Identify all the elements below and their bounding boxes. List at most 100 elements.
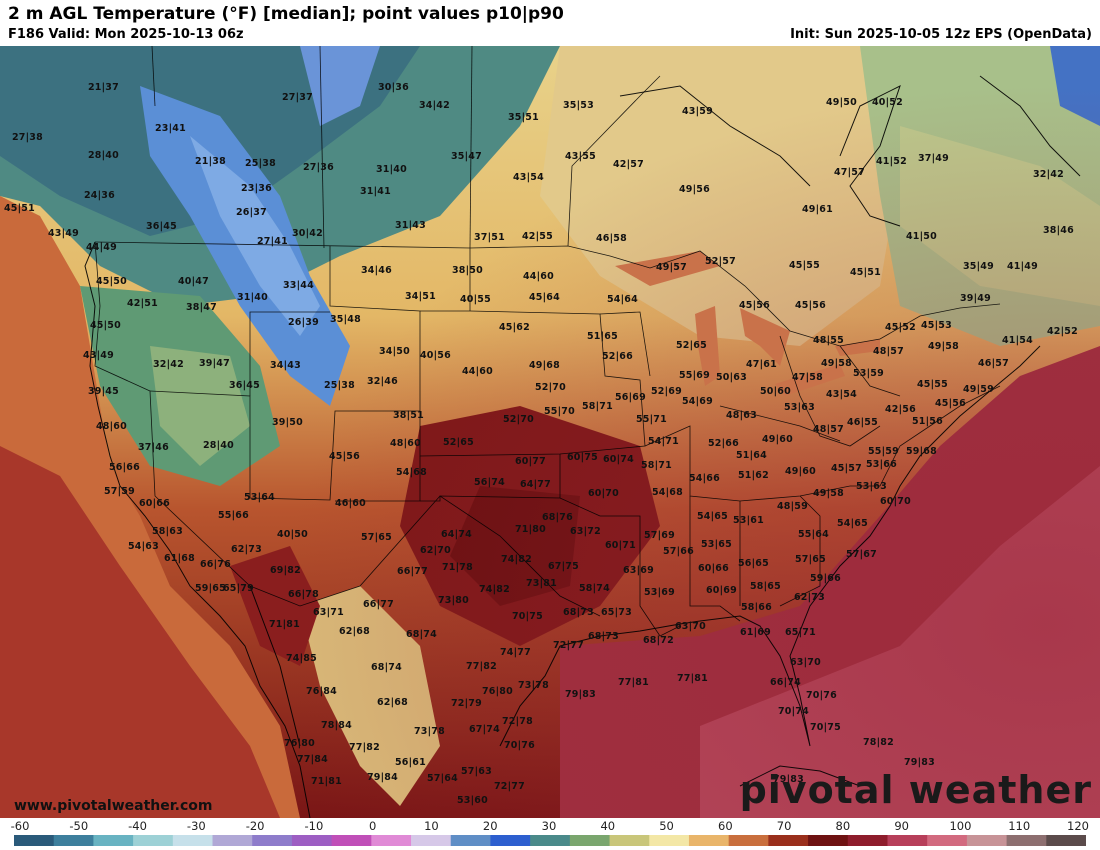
- point-value: 58|66: [741, 602, 772, 613]
- point-value: 27|36: [303, 162, 334, 173]
- point-value: 79|84: [367, 772, 398, 783]
- colorbar-swatch: [808, 835, 849, 846]
- colorbar-swatch: [53, 835, 94, 846]
- brand-logo: pivotal weather: [739, 768, 1092, 812]
- point-value: 43|54: [513, 172, 544, 183]
- point-value: 30|36: [378, 82, 409, 93]
- point-value: 40|50: [277, 529, 308, 540]
- point-value: 62|68: [377, 697, 408, 708]
- point-value: 54|71: [648, 436, 679, 447]
- point-value: 76|80: [482, 686, 513, 697]
- point-value: 48|59: [777, 501, 808, 512]
- point-value: 45|62: [499, 322, 530, 333]
- point-value: 38|50: [452, 265, 483, 276]
- point-value: 68|76: [542, 512, 573, 523]
- point-value: 68|72: [643, 635, 674, 646]
- colorbar-tick-label: -40: [128, 819, 147, 833]
- point-value: 40|55: [460, 294, 491, 305]
- point-value: 41|50: [906, 231, 937, 242]
- point-value: 61|69: [740, 627, 771, 638]
- point-value: 66|76: [200, 559, 231, 570]
- point-value: 72|78: [502, 716, 533, 727]
- point-value: 45|56: [329, 451, 360, 462]
- point-value: 63|70: [790, 657, 821, 668]
- point-value: 58|74: [579, 583, 610, 594]
- point-value: 35|47: [451, 151, 482, 162]
- colorbar-tick-label: 50: [659, 819, 674, 833]
- point-value: 57|64: [427, 773, 458, 784]
- point-value: 70|74: [778, 706, 809, 717]
- point-value: 39|49: [960, 293, 991, 304]
- point-value: 56|66: [109, 462, 140, 473]
- point-value: 45|57: [831, 463, 862, 474]
- point-value: 76|84: [306, 686, 337, 697]
- point-value: 77|81: [618, 677, 649, 688]
- colorbar-swatch: [252, 835, 293, 846]
- point-value: 47|57: [834, 167, 865, 178]
- point-value: 79|83: [565, 689, 596, 700]
- colorbar-tick-label: 100: [949, 819, 972, 833]
- colorbar-swatch: [688, 835, 730, 846]
- point-value: 73|78: [414, 726, 445, 737]
- colorbar-swatch: [847, 835, 889, 846]
- point-value: 72|77: [494, 781, 525, 792]
- colorbar-tick-label: -50: [69, 819, 89, 833]
- point-value: 52|66: [708, 438, 739, 449]
- point-value: 34|50: [379, 346, 410, 357]
- map-title: 2 m AGL Temperature (°F) [median]; point…: [8, 4, 564, 24]
- point-value: 50|63: [716, 372, 747, 383]
- point-value: 34|42: [419, 100, 450, 111]
- colorbar-tick-label: 30: [541, 819, 557, 833]
- point-value: 45|51: [850, 267, 881, 278]
- header: 2 m AGL Temperature (°F) [median]; point…: [0, 0, 1100, 46]
- point-value: 57|59: [104, 486, 135, 497]
- point-value: 43|54: [826, 389, 857, 400]
- point-value: 34|51: [405, 291, 436, 302]
- point-value: 57|67: [846, 549, 877, 560]
- point-value: 48|57: [873, 346, 904, 357]
- point-value: 57|66: [663, 546, 694, 557]
- point-value: 45|64: [529, 292, 560, 303]
- colorbar-swatch: [927, 835, 968, 846]
- point-value: 56|61: [395, 757, 426, 768]
- point-value: 62|73: [231, 544, 262, 555]
- point-value: 72|77: [553, 640, 584, 651]
- point-value: 52|69: [651, 386, 682, 397]
- point-value: 37|49: [918, 153, 949, 164]
- point-value: 48|60: [390, 438, 421, 449]
- point-value: 52|57: [705, 256, 736, 267]
- point-value: 43|49: [48, 228, 79, 239]
- point-value: 27|37: [282, 92, 313, 103]
- point-value: 58|63: [152, 526, 183, 537]
- point-value: 54|69: [682, 396, 713, 407]
- point-value: 47|58: [792, 372, 823, 383]
- point-value: 38|51: [393, 410, 424, 421]
- point-value: 57|63: [461, 766, 492, 777]
- point-value: 57|69: [644, 530, 675, 541]
- point-value: 43|59: [682, 106, 713, 117]
- point-value: 56|65: [738, 558, 769, 569]
- point-value: 52|70: [503, 414, 534, 425]
- point-value: 45|56: [935, 398, 966, 409]
- point-value: 51|62: [738, 470, 769, 481]
- colorbar-swatch: [14, 835, 55, 846]
- point-value: 71|81: [311, 776, 342, 787]
- point-value: 71|78: [442, 562, 473, 573]
- point-value: 63|70: [675, 621, 706, 632]
- point-value: 56|74: [474, 477, 505, 488]
- point-value: 54|64: [607, 294, 638, 305]
- colorbar-swatch: [569, 835, 611, 846]
- point-value: 70|75: [810, 722, 841, 733]
- point-value: 44|60: [462, 366, 493, 377]
- point-value: 31|41: [360, 186, 391, 197]
- point-value: 49|57: [656, 262, 687, 273]
- point-value: 41|49: [1007, 261, 1038, 272]
- point-value: 63|72: [570, 526, 601, 537]
- point-value: 42|55: [522, 231, 553, 242]
- point-value: 59|65: [195, 583, 226, 594]
- colorbar: [14, 835, 1086, 846]
- point-value: 28|40: [203, 440, 234, 451]
- point-value: 71|81: [269, 619, 300, 630]
- point-value: 60|66: [139, 498, 170, 509]
- valid-time: F186 Valid: Mon 2025-10-13 06z: [8, 27, 244, 42]
